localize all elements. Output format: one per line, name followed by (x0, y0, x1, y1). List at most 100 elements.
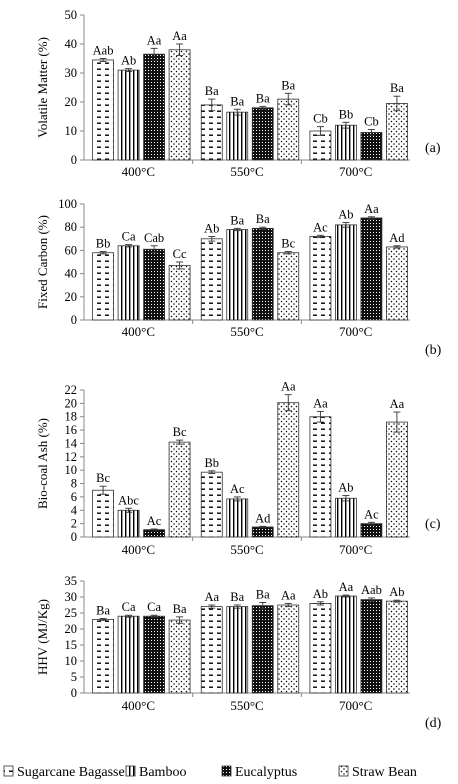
bar (226, 498, 249, 538)
bar (360, 599, 383, 694)
bar (251, 605, 274, 694)
bar (277, 252, 300, 321)
y-tick-label: 12 (65, 450, 78, 464)
data-label: Bb (96, 237, 111, 251)
bar (200, 104, 223, 161)
data-label: Ba (173, 602, 187, 616)
data-label: Ba (96, 603, 110, 617)
data-label: Ab (121, 54, 136, 68)
bar (360, 217, 383, 321)
data-label: Ac (313, 220, 328, 234)
bar (200, 238, 223, 321)
bar (117, 245, 140, 321)
y-tick-label: 10 (65, 124, 78, 138)
x-tick-label: 400°C (122, 324, 155, 339)
data-label: Ad (389, 231, 405, 245)
data-label: Aa (339, 580, 354, 594)
bar (309, 416, 332, 538)
y-axis-label: Bio-coal Ash (%) (35, 418, 50, 509)
data-label: Bb (339, 107, 354, 121)
data-label: Ca (147, 600, 161, 614)
x-tick-label: 550°C (230, 324, 263, 339)
y-tick-label: 5 (71, 670, 77, 684)
y-tick-label: 10 (65, 654, 78, 668)
panel-label: (c) (425, 517, 441, 532)
bar (360, 132, 383, 161)
bar (92, 489, 114, 538)
y-tick-label: 0 (71, 686, 77, 700)
bar (335, 124, 357, 161)
data-label: Ba (390, 81, 404, 95)
data-label: Bc (281, 237, 295, 251)
y-tick-label: 40 (65, 267, 78, 281)
data-label: Ac (147, 514, 162, 528)
legend-label: Sugarcane Bagasse (17, 765, 125, 780)
data-label: Ab (338, 208, 353, 222)
y-tick-label: 16 (65, 423, 78, 437)
bar (168, 265, 191, 321)
bar (335, 497, 357, 538)
x-tick-label: 400°C (122, 542, 155, 557)
y-tick-label: 10 (65, 463, 78, 477)
data-label: Ab (313, 587, 328, 601)
data-label: Ab (389, 585, 404, 599)
data-label: Aab (361, 583, 382, 597)
data-label: Ba (230, 590, 244, 604)
bar (386, 103, 408, 161)
bar (360, 523, 383, 538)
y-tick-label: 2 (71, 517, 77, 531)
data-label: Aa (147, 33, 162, 47)
chart-panel-4: 0 5 10 15 20 25 30 35 HHV (MJ/Kg) 400°C Ba Ca Ca Ba 55… (35, 574, 442, 731)
bar (277, 98, 300, 161)
bar (200, 606, 223, 694)
data-label: Ab (204, 221, 219, 235)
x-tick-label: 700°C (339, 164, 372, 179)
bar (226, 606, 249, 694)
legend: Sugarcane Bagasse Bamboo Eucalyptus Straw B… (3, 765, 417, 780)
y-tick-label: 50 (65, 8, 78, 22)
x-tick-label: 550°C (230, 698, 263, 713)
data-label: Aa (172, 29, 187, 43)
bar (251, 107, 274, 161)
bar (143, 615, 165, 694)
y-axis-label: Volatile Matter (%) (35, 37, 50, 138)
bar (168, 619, 191, 694)
data-label: Ba (256, 212, 270, 226)
y-tick-label: 20 (65, 290, 78, 304)
panel-label: (d) (425, 716, 442, 731)
x-tick-label: 550°C (230, 164, 263, 179)
panel-label: (a) (425, 141, 441, 156)
data-label: Ba (230, 213, 244, 227)
legend-item: Bamboo (125, 765, 186, 780)
y-tick-label: 0 (71, 153, 77, 167)
bar (226, 229, 249, 321)
bar (168, 441, 191, 538)
y-tick-label: 30 (65, 590, 78, 604)
bar (335, 224, 357, 321)
legend-item: Eucalyptus (221, 765, 297, 780)
bar (117, 615, 140, 694)
y-tick-label: 6 (71, 490, 77, 504)
data-label: Aab (93, 44, 114, 58)
data-label: Aa (204, 590, 219, 604)
bar (277, 604, 300, 694)
y-tick-label: 40 (65, 37, 78, 51)
chart-panel-2: 0 20 40 60 80 100 Fixed Carbon (%) 400°C Bb Ca Cab… (35, 197, 442, 358)
data-label: Ba (256, 91, 270, 105)
y-tick-label: 100 (58, 197, 77, 211)
data-label: Ba (205, 84, 219, 98)
y-tick-label: 80 (65, 220, 78, 234)
data-label: Ba (281, 78, 295, 92)
data-label: Ab (338, 481, 353, 495)
bar (226, 111, 249, 161)
y-tick-label: 18 (65, 410, 78, 424)
y-tick-label: 20 (65, 95, 78, 109)
data-label: Abc (118, 493, 139, 507)
chart-panel-1: 0 10 20 30 40 50 Volatile Matter (%) 400°C Aab Ab… (35, 8, 441, 179)
data-label: Aa (364, 202, 379, 216)
panel-label: (b) (425, 343, 442, 358)
data-label: Ad (255, 511, 271, 525)
data-label: Aa (281, 380, 296, 394)
